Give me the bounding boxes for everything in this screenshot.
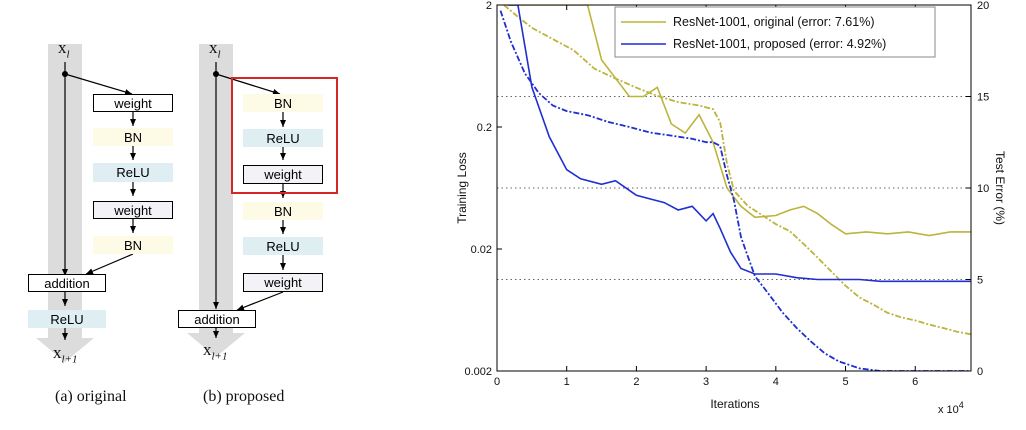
chart-grid [497, 96, 971, 280]
y-right-tick-label: 0 [977, 366, 983, 378]
caption-original: (a) original [55, 388, 127, 405]
diagram-proposed [187, 44, 338, 357]
x-tick-label: 2 [633, 376, 639, 388]
merge-arrow-original [85, 253, 134, 275]
y-left-tick-label: 0.2 [477, 122, 492, 134]
caption-proposed: (b) proposed [203, 388, 285, 405]
legend-entry-proposed: ResNet-1001, proposed (error: 4.92%) [673, 37, 886, 51]
x-tick-label: 3 [703, 376, 709, 388]
test-error-line-series-0 [507, 5, 971, 237]
block-bn: BN [243, 202, 323, 220]
y-left-axis-label: Training Loss [455, 152, 469, 224]
block-bn: BN [93, 128, 173, 146]
legend-entry-original: ResNet-1001, original (error: 7.61%) [673, 15, 874, 29]
block-relu: ReLU [243, 129, 323, 147]
y-right-tick-label: 15 [977, 92, 989, 104]
train-loss-line-series-0 [503, 5, 971, 336]
output-label-original: xl+1 [53, 343, 78, 366]
legend-box [614, 6, 936, 58]
y-right-tick-label: 5 [977, 275, 983, 287]
block-weight: weight [243, 165, 323, 184]
input-label-original: xl [58, 38, 70, 61]
block-bn: BN [93, 236, 173, 254]
x-tick-label: 4 [773, 376, 779, 388]
y-left-tick-label: 0.02 [471, 244, 492, 256]
y-left-tick-label: 0.002 [464, 366, 492, 378]
y-left-tick-label: 2 [486, 0, 492, 12]
output-label-proposed: xl+1 [203, 340, 228, 363]
merge-arrow-proposed [236, 291, 284, 311]
preactivation-highlight [231, 77, 338, 194]
chart-lines [499, 5, 971, 371]
block-weight: weight [93, 201, 173, 219]
x-multiplier: x 104 [938, 400, 964, 416]
input-label-proposed: xl [209, 38, 221, 61]
branch-arrow-proposed [215, 73, 281, 95]
x-tick-label: 1 [564, 376, 570, 388]
legend: ResNet-1001, original (error: 7.61%) Res… [614, 6, 936, 58]
train-loss-line-series-1 [499, 10, 971, 371]
block-bn: BN [243, 94, 323, 112]
block-addition: addition [28, 274, 106, 292]
x-tick-label: 0 [494, 376, 500, 388]
block-addition: addition [178, 310, 256, 328]
block-relu: ReLU [243, 237, 323, 255]
block-relu: ReLU [93, 163, 173, 182]
block-relu-after-addition: ReLU [28, 310, 106, 328]
x-tick-label: 5 [842, 376, 848, 388]
y-right-tick-label: 10 [977, 183, 989, 195]
y-right-axis-label: Test Error (%) [993, 151, 1007, 225]
block-weight: weight [243, 273, 323, 292]
x-axis-label: Iterations [710, 397, 759, 411]
y-right-tick-label: 20 [977, 0, 989, 12]
x-tick-label: 6 [912, 376, 918, 388]
branch-arrow-original [64, 73, 133, 95]
block-weight: weight [93, 94, 173, 112]
test-error-line-series-1 [507, 5, 971, 283]
